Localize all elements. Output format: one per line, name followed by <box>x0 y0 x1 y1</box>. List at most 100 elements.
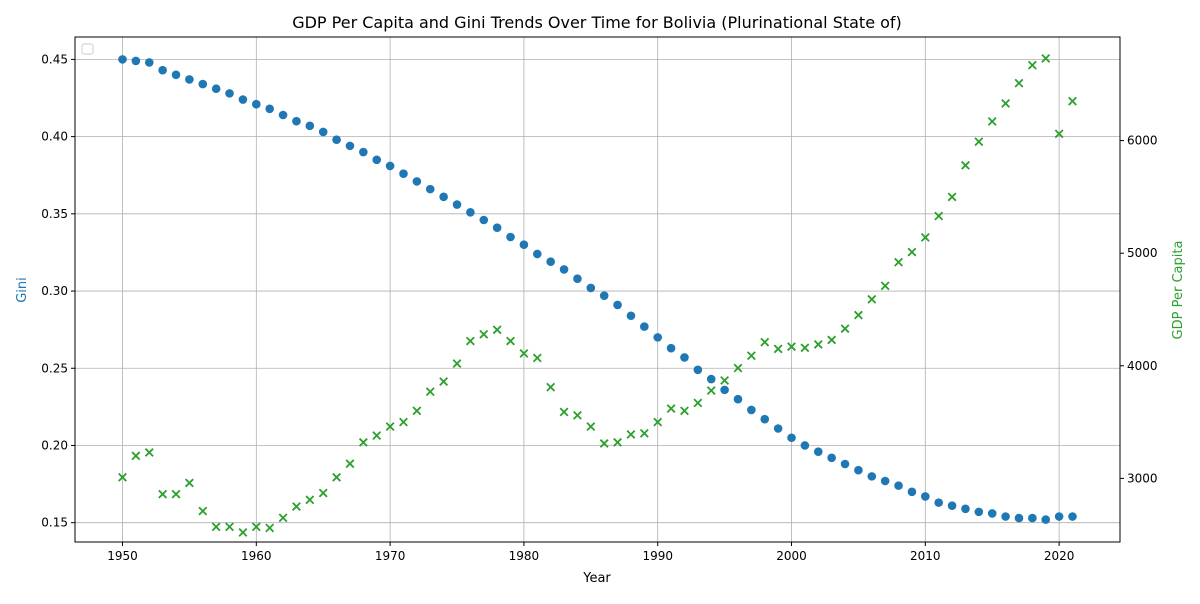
left-tick-label: 0.30 <box>41 284 68 298</box>
gdp-point <box>693 398 703 408</box>
gdp-point <box>706 386 716 395</box>
gdp-point <box>639 428 649 438</box>
gdp-point <box>131 451 141 461</box>
right-tick-label: 3000 <box>1127 471 1158 485</box>
gini-point <box>921 492 930 501</box>
gini-point <box>867 472 877 481</box>
gdp-point <box>680 406 689 416</box>
x-axis-ticks: 1950 1960 1970 1980 1990 2000 2010 2020 <box>107 542 1074 563</box>
left-axis-ticks: 0.15 0.20 0.25 0.30 0.35 0.40 0.45 <box>41 52 75 530</box>
gini-point <box>225 89 234 98</box>
x-tick-label: 1980 <box>509 549 540 563</box>
gdp-point <box>492 325 502 335</box>
gdp-point <box>184 478 194 488</box>
gdp-point <box>506 336 515 346</box>
gdp-point <box>452 359 462 368</box>
right-tick-label: 5000 <box>1127 246 1158 260</box>
gini-point <box>506 232 515 242</box>
gdp-point <box>1014 78 1024 88</box>
gdp-point <box>733 363 743 373</box>
gdp-point <box>465 336 475 346</box>
gdp-series <box>118 53 1077 537</box>
chart-title: GDP Per Capita and Gini Trends Over Time… <box>292 13 902 32</box>
gini-point <box>947 501 957 511</box>
gini-point <box>144 58 154 67</box>
gini-point <box>813 447 823 456</box>
gini-point <box>773 424 783 433</box>
gini-point <box>131 56 141 66</box>
gini-point <box>252 99 261 109</box>
gini-point <box>1014 513 1024 523</box>
gini-point <box>452 200 462 209</box>
gini-point <box>626 311 636 321</box>
gdp-point <box>439 377 449 386</box>
legend-box <box>81 43 94 55</box>
gdp-point <box>853 310 863 320</box>
gini-point <box>211 84 221 94</box>
gini-point <box>238 95 248 104</box>
gdp-point <box>1054 129 1064 139</box>
gdp-point <box>894 257 903 267</box>
gini-point <box>171 70 181 80</box>
right-tick-label: 6000 <box>1127 134 1158 148</box>
left-tick-label: 0.35 <box>41 207 68 221</box>
gdp-point <box>1068 96 1077 106</box>
x-axis-label: Year <box>582 571 611 586</box>
gini-point <box>586 283 596 293</box>
x-tick-label: 1970 <box>375 549 406 563</box>
gdp-point <box>292 502 301 511</box>
gdp-point <box>278 513 288 523</box>
gdp-point <box>666 404 676 414</box>
gdp-point <box>305 495 315 505</box>
gdp-point <box>599 439 609 448</box>
gini-point <box>519 240 529 250</box>
gini-point <box>1041 515 1051 524</box>
gdp-point <box>1027 60 1037 70</box>
gdp-point <box>358 437 368 447</box>
gdp-point <box>332 472 342 482</box>
gini-point <box>907 487 917 497</box>
gdp-point <box>385 422 395 432</box>
gini-point <box>359 147 368 157</box>
gdp-point <box>840 324 850 334</box>
gini-point <box>292 116 301 126</box>
left-tick-label: 0.15 <box>41 516 68 530</box>
gdp-point <box>479 329 489 339</box>
gini-point <box>961 504 970 514</box>
left-axis-label: Gini <box>15 277 30 303</box>
gdp-point <box>961 160 970 170</box>
gdp-point <box>1001 98 1011 108</box>
gdp-point <box>158 489 168 499</box>
gdp-point <box>318 488 328 498</box>
gini-point <box>787 433 796 443</box>
gdp-point <box>800 343 810 353</box>
right-tick-label: 4000 <box>1127 359 1158 373</box>
gini-point <box>987 509 997 518</box>
grid <box>75 37 1120 542</box>
gini-point <box>800 441 810 450</box>
gdp-point <box>626 430 636 439</box>
gdp-point <box>813 339 823 349</box>
gini-point <box>412 177 422 186</box>
gdp-point <box>225 522 234 532</box>
gdp-point <box>987 117 997 126</box>
left-tick-label: 0.40 <box>41 130 68 144</box>
gdp-point <box>586 422 596 432</box>
gdp-point <box>760 337 770 347</box>
left-tick-label: 0.20 <box>41 438 68 452</box>
gdp-point <box>532 353 542 363</box>
gini-point <box>158 65 167 75</box>
left-tick-label: 0.45 <box>41 52 68 66</box>
gdp-point <box>345 459 355 469</box>
gini-point <box>466 207 475 217</box>
gini-point <box>880 476 890 486</box>
gini-point <box>265 104 274 114</box>
x-tick-label: 2000 <box>776 549 807 563</box>
gini-point <box>1068 512 1077 521</box>
gdp-point <box>265 523 275 533</box>
gini-series <box>118 55 1077 524</box>
gdp-point <box>559 407 569 417</box>
gdp-point <box>934 211 944 221</box>
gini-point <box>492 223 502 233</box>
